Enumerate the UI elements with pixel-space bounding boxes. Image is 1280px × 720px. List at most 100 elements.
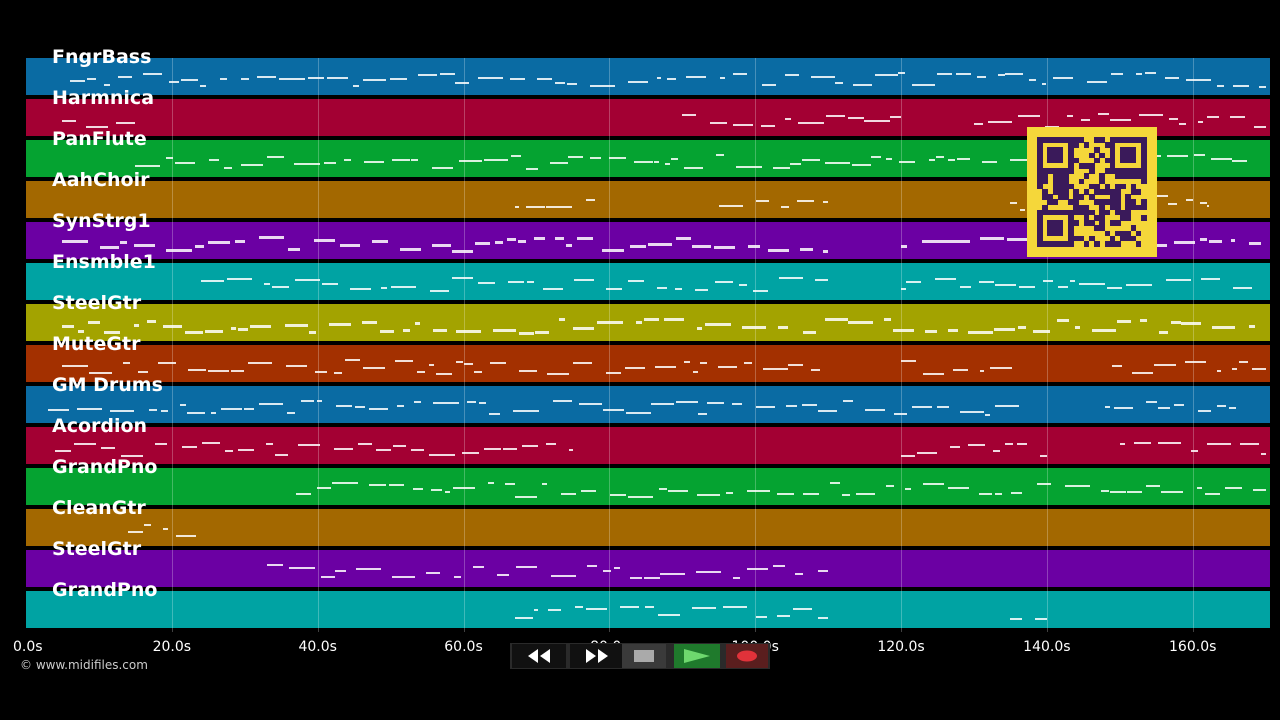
note (503, 448, 518, 451)
rewind-button[interactable] (512, 644, 566, 668)
note (698, 412, 708, 415)
qr-module (1099, 204, 1105, 211)
note (597, 321, 623, 325)
note (756, 615, 767, 618)
qr-module (1078, 235, 1085, 242)
grid-line (901, 58, 903, 632)
record-button[interactable] (726, 644, 768, 668)
qr-module (1078, 194, 1085, 200)
note (331, 482, 358, 485)
note (606, 288, 622, 291)
note (349, 288, 371, 291)
note (875, 74, 898, 77)
note (1158, 441, 1181, 444)
note (605, 372, 621, 375)
qr-module (1037, 220, 1043, 226)
qr-module (1094, 215, 1100, 221)
note (1080, 118, 1091, 121)
note (665, 162, 670, 165)
qr-module (1130, 137, 1137, 143)
qr-module (1037, 241, 1043, 247)
note (1194, 154, 1205, 156)
note (489, 361, 506, 364)
qr-module (1068, 209, 1074, 216)
qr-module (1057, 220, 1064, 226)
note (1041, 82, 1047, 85)
note (278, 78, 305, 81)
qr-module (1042, 204, 1048, 211)
note (435, 372, 452, 375)
qr-module (1099, 189, 1105, 195)
note (1145, 400, 1157, 403)
note (308, 76, 325, 79)
note (1197, 410, 1212, 413)
note (732, 123, 754, 126)
note (979, 237, 1005, 241)
track-label: SteelGtr (52, 292, 142, 314)
note (169, 81, 179, 84)
note (1009, 159, 1029, 161)
note (541, 482, 547, 485)
note (122, 362, 131, 365)
note (295, 493, 311, 496)
note (146, 320, 157, 324)
qr-module (1057, 157, 1064, 164)
note (695, 571, 722, 574)
fast-forward-button[interactable] (570, 644, 624, 668)
note (720, 77, 725, 80)
note (739, 283, 748, 286)
note (901, 454, 916, 457)
note (643, 577, 660, 580)
note (982, 161, 997, 164)
note (134, 244, 156, 248)
note (1110, 73, 1124, 76)
qr-module (1073, 142, 1079, 148)
note (1229, 406, 1237, 409)
note (773, 166, 790, 169)
note (943, 406, 949, 409)
note (1112, 365, 1123, 368)
qr-module (1125, 152, 1131, 159)
note (459, 160, 483, 163)
note (787, 364, 803, 367)
note (1116, 320, 1132, 324)
note (231, 326, 237, 330)
qr-module (1115, 189, 1121, 195)
note (451, 249, 474, 253)
qr-module (1109, 194, 1116, 200)
note (62, 365, 89, 368)
note (924, 330, 937, 334)
track-label: GM Drums (52, 374, 163, 396)
note (1198, 120, 1204, 123)
qr-module (1047, 225, 1053, 231)
qr-module (1099, 215, 1105, 221)
note (1007, 237, 1030, 241)
note (696, 494, 721, 497)
note (1231, 367, 1238, 370)
qr-module (1099, 152, 1105, 159)
qr-module (1052, 137, 1059, 143)
note (1017, 442, 1027, 445)
qr-module (1115, 230, 1121, 237)
qr-module (1094, 147, 1100, 153)
qr-module (1104, 209, 1111, 216)
note (362, 367, 386, 370)
stop-button[interactable] (622, 644, 666, 668)
note (274, 453, 289, 456)
qr-module (1125, 173, 1131, 179)
qr-module (1104, 168, 1111, 174)
note (400, 247, 421, 251)
qr-module (1078, 163, 1085, 169)
qr-module (1047, 152, 1053, 159)
note (1168, 202, 1178, 205)
note (777, 492, 794, 495)
qr-module (1037, 137, 1043, 143)
qr-module (1057, 189, 1064, 195)
note (1075, 326, 1080, 330)
qr-module (1037, 178, 1043, 185)
note (369, 484, 386, 487)
note (483, 158, 508, 161)
note (842, 494, 851, 497)
play-button[interactable] (674, 644, 720, 668)
note (1191, 449, 1198, 452)
